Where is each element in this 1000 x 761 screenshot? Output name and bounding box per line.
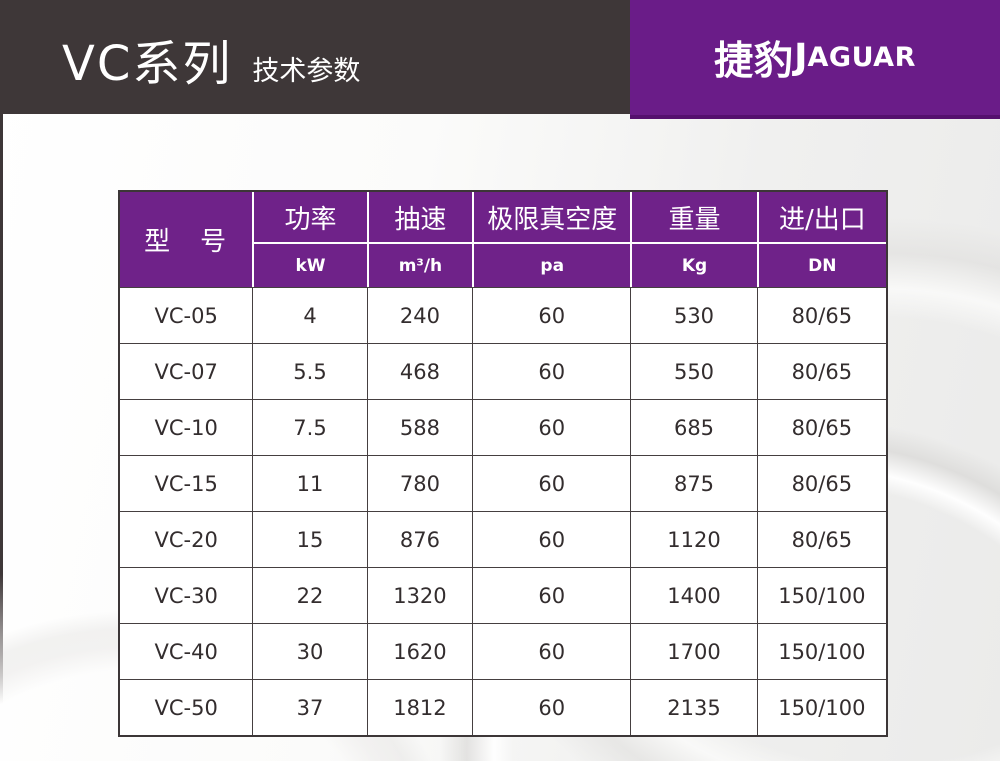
table-row: VC-07 5.5 468 60 550 80/65: [120, 343, 886, 399]
column-unit-pa: pa: [472, 242, 631, 287]
value-cell: 60: [472, 456, 630, 511]
value-cell: 4: [252, 288, 366, 343]
brand-name-chinese: 捷豹: [714, 38, 795, 84]
value-cell: 1120: [630, 512, 756, 567]
value-cell: 80/65: [756, 288, 886, 343]
table-row: VC-05 4 240 60 530 80/65: [120, 287, 886, 343]
model-cell: VC-05: [154, 303, 218, 328]
table-row: VC-10 7.5 588 60 685 80/65: [120, 399, 886, 455]
column-unit-kw: kW: [252, 242, 367, 287]
value-cell: 1812: [366, 680, 472, 735]
table-body: VC-05 4 240 60 530 80/65 VC-07 5.5 468 60 550 80/65…: [120, 287, 886, 735]
column-header-weight: 重量: [630, 192, 756, 242]
value-cell: 15: [252, 512, 366, 567]
column-unit-m3h: m³/h: [366, 242, 473, 287]
table-row: VC-40 30 1620 60 1700 150/100: [120, 623, 886, 679]
value-cell: 80/65: [756, 456, 886, 511]
column-header-inlet-outlet: 进/出口: [756, 192, 886, 242]
value-cell: 530: [630, 288, 756, 343]
value-cell: 1700: [630, 624, 756, 679]
model-cell: VC-40: [154, 639, 218, 664]
value-cell: 2135: [630, 680, 756, 735]
value-cell: 80/65: [756, 512, 886, 567]
value-cell: 588: [366, 400, 472, 455]
table-row: VC-30 22 1320 60 1400 150/100: [120, 567, 886, 623]
value-cell: 60: [472, 568, 630, 623]
value-cell: 60: [472, 512, 630, 567]
brand-name-english-initial: J: [794, 37, 808, 78]
value-cell: 22: [252, 568, 366, 623]
value-cell: 5.5: [252, 344, 366, 399]
series-title: VC系列: [62, 36, 233, 92]
value-cell: 11: [252, 456, 366, 511]
model-cell: VC-20: [154, 527, 218, 552]
value-cell: 876: [366, 512, 472, 567]
table-row: VC-50 37 1812 60 2135 150/100: [120, 679, 886, 735]
value-cell: 7.5: [252, 400, 366, 455]
table-row: VC-15 11 780 60 875 80/65: [120, 455, 886, 511]
model-cell: VC-07: [154, 359, 218, 384]
value-cell: 60: [472, 400, 630, 455]
column-unit-kg: Kg: [630, 242, 757, 287]
value-cell: 550: [630, 344, 756, 399]
value-cell: 80/65: [756, 344, 886, 399]
table-header: 型 号 功率 抽速 极限真空度 重量 进/出口 kW m³/h pa Kg DN: [120, 192, 886, 287]
value-cell: 1320: [366, 568, 472, 623]
value-cell: 150/100: [756, 568, 886, 623]
value-cell: 60: [472, 344, 630, 399]
value-cell: 780: [366, 456, 472, 511]
value-cell: 240: [366, 288, 472, 343]
value-cell: 60: [472, 680, 630, 735]
column-unit-dn: DN: [756, 242, 886, 287]
table-row: VC-20 15 876 60 1120 80/65: [120, 511, 886, 567]
column-header-pumping-speed: 抽速: [366, 192, 472, 242]
model-cell: VC-10: [154, 415, 218, 440]
value-cell: 60: [472, 624, 630, 679]
value-cell: 468: [366, 344, 472, 399]
value-cell: 60: [472, 288, 630, 343]
model-cell: VC-30: [154, 583, 218, 608]
series-subtitle: 技术参数: [252, 56, 361, 87]
brand-name-english-rest: AGUAR: [807, 42, 916, 73]
title-bar: VC系列 技术参数: [0, 0, 630, 114]
brand-logo-block: 捷豹 J AGUAR: [630, 0, 1000, 119]
value-cell: 37: [252, 680, 366, 735]
value-cell: 685: [630, 400, 756, 455]
model-cell: VC-50: [154, 695, 218, 720]
value-cell: 150/100: [756, 680, 886, 735]
model-column-header: 型 号: [144, 227, 229, 257]
value-cell: 1620: [366, 624, 472, 679]
value-cell: 875: [630, 456, 756, 511]
left-edge-accent-line: [0, 114, 3, 704]
value-cell: 30: [252, 624, 366, 679]
column-header-power: 功率: [252, 192, 366, 242]
title-group: VC系列 技术参数: [62, 40, 360, 88]
spec-table: 型 号 功率 抽速 极限真空度 重量 进/出口 kW m³/h pa Kg DN…: [118, 190, 888, 737]
value-cell: 150/100: [756, 624, 886, 679]
value-cell: 1400: [630, 568, 756, 623]
value-cell: 80/65: [756, 400, 886, 455]
model-cell: VC-15: [154, 471, 218, 496]
column-header-ultimate-vacuum: 极限真空度: [472, 192, 630, 242]
